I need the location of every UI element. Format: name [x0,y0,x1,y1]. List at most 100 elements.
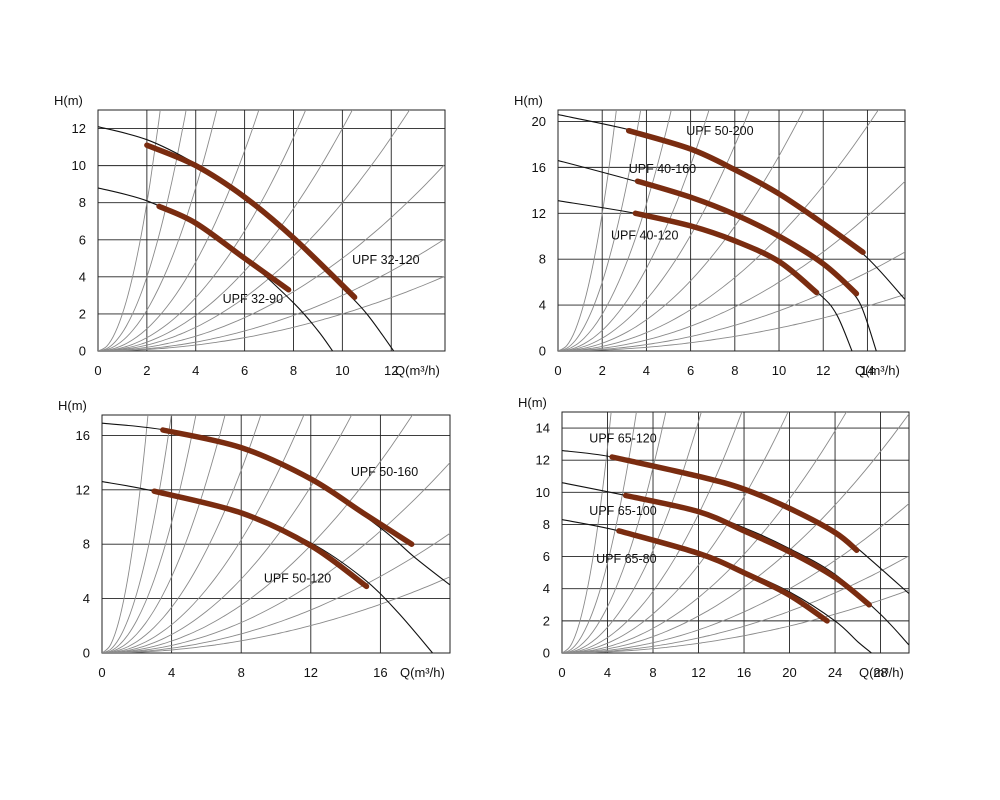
y-tick-label: 0 [539,344,546,359]
x-tick-label: 6 [687,363,694,378]
operating-range-line [632,210,820,296]
series-label: UPF 32-90 [223,292,283,306]
system-curve [562,412,667,653]
system-curve [102,415,226,653]
operating-range-line [625,127,866,256]
series-label: UPF 50-160 [351,465,418,479]
pump-curve-line [562,450,909,595]
chart-panel-3: 0 4 8 12 16 0 4 8 12 16 H(m) Q(m³/h) UPF 50-160 UPF 5… [58,398,451,680]
y-tick-label: 0 [79,344,86,359]
x-tick-label: 0 [558,665,565,680]
x-tick-label: 24 [828,665,842,680]
x-tick-label: 0 [94,363,101,378]
x-tick-label: 8 [238,665,245,680]
system-curve [558,180,905,351]
pump-curves [562,450,909,653]
x-tick-label: 2 [143,363,150,378]
x-tick-label: 10 [772,363,786,378]
x-tick-label: 4 [168,665,175,680]
system-curve [98,110,218,351]
x-tick-label: 6 [241,363,248,378]
system-curve [102,415,149,653]
system-curve [98,110,307,351]
y-axis-title: H(m) [54,93,83,108]
operating-range-line [609,454,860,553]
y-tick-label: 0 [83,646,90,661]
system-curve [98,110,353,351]
series-label: UPF 65-120 [589,432,656,446]
x-tick-label: 12 [816,363,830,378]
system-curve [558,110,879,351]
x-tick-label: 8 [731,363,738,378]
y-axis-title: H(m) [518,395,547,410]
system-curve [102,415,413,653]
system-curve [98,238,445,351]
pump-curve-line [102,422,450,586]
series-label: UPF 50-200 [686,124,753,138]
system-curve [98,110,260,351]
system-curve [562,412,637,653]
system-curves [102,415,450,653]
system-curve [558,251,905,351]
system-curve [562,412,702,653]
system-curve [102,415,353,653]
x-tick-label: 16 [737,665,751,680]
operating-range-line [151,488,370,590]
y-tick-label: 6 [543,549,550,564]
series-label: UPF 32-120 [352,253,419,267]
y-tick-label: 8 [79,195,86,210]
system-curve [102,415,305,653]
y-tick-label: 4 [539,298,546,313]
y-tick-label: 12 [532,206,546,221]
series-label: UPF 50-120 [264,571,331,585]
system-curve [102,415,262,653]
series-label: UPF 40-160 [629,162,696,176]
system-curve [558,293,905,351]
plot-frame [561,411,910,654]
system-curve [98,110,411,351]
system-curve [562,555,909,653]
chart-panel-1: 0 2 4 6 8 10 12 0 2 4 6 8 10 12 H(m) Q(m³/h) UPF 32-120 U… [54,93,446,378]
plot-frame [557,109,906,352]
operating-range-line [156,203,292,293]
y-tick-label: 8 [83,537,90,552]
x-tick-label: 4 [604,665,611,680]
operating-range-line [616,528,830,624]
series-label: UPF 65-80 [596,552,656,566]
operating-range-line [622,492,872,608]
x-tick-label: 14 [860,363,874,378]
y-tick-label: 16 [532,160,546,175]
system-curve [102,415,197,653]
x-tick-label: 4 [192,363,199,378]
operating-range-line [144,142,358,300]
series-label: UPF 65-100 [589,504,656,518]
operating-range-line [634,178,860,297]
system-curve [98,275,445,351]
system-curve [102,415,172,653]
x-tick-label: 20 [782,665,796,680]
operating-range-line [160,427,415,547]
system-curve [562,413,909,653]
system-curve [562,589,909,653]
y-axis-title: H(m) [514,93,543,108]
x-tick-label: 2 [599,363,606,378]
x-axis-title: Q(m³/h) [859,665,904,680]
series-label: UPF 40-120 [611,229,678,243]
y-tick-label: 10 [72,158,86,173]
plot-frame [97,109,446,352]
x-tick-label: 16 [373,665,387,680]
system-curve [102,462,450,653]
system-curve [102,532,450,653]
pump-curve-line [102,481,434,653]
y-tick-label: 16 [76,428,90,443]
y-tick-label: 4 [79,269,86,284]
system-curve [558,110,617,351]
x-tick-label: 12 [691,665,705,680]
system-curve [558,110,642,351]
chart-panel-2: 0 2 4 6 8 10 12 14 0 4 8 12 16 20 H(m) Q(m³/h) UPF 50-20… [514,93,906,378]
system-curve [558,110,710,351]
y-tick-label: 12 [536,453,550,468]
y-tick-label: 20 [532,114,546,129]
system-curve [562,503,909,653]
